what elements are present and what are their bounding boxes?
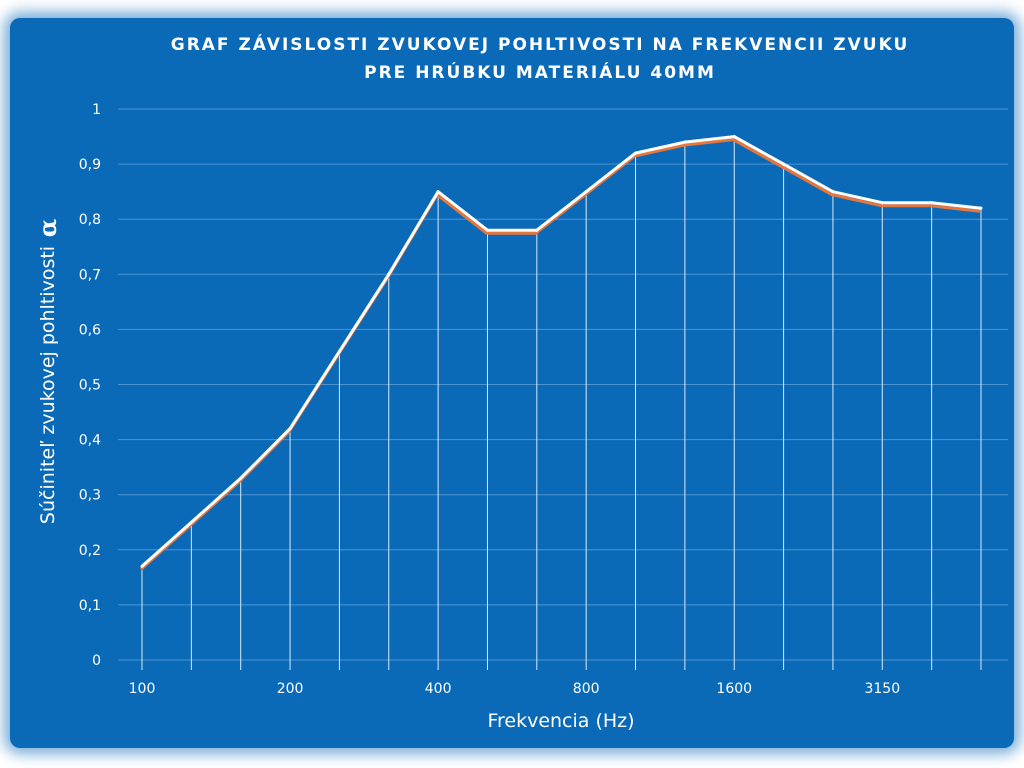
y-axis-title-text: Súčiniteľ zvukovej pohltivosti: [37, 246, 59, 524]
data-point: [288, 427, 292, 431]
data-point: [337, 349, 341, 353]
data-point: [239, 476, 243, 480]
y-tick-label: 0,4: [79, 433, 101, 449]
data-point: [732, 135, 736, 139]
y-tick-label: 1: [92, 102, 101, 118]
y-tick-label: 0,5: [79, 378, 101, 394]
data-point: [140, 564, 144, 568]
y-axis-symbol: α: [33, 219, 62, 237]
x-tick-label: 200: [277, 681, 304, 697]
data-point: [387, 272, 391, 276]
y-axis-ticks: 0 0,1 0,2 0,3 0,4 0,5 0,6 0,7 0,8 0,9 1: [79, 102, 101, 669]
data-point: [880, 201, 884, 205]
series-line-shadow: [140, 138, 981, 571]
series-line: [141, 135, 982, 568]
drop-lines: [141, 136, 982, 670]
data-point: [634, 151, 638, 155]
x-tick-label: 100: [129, 681, 156, 697]
x-tick-label: 400: [425, 681, 452, 697]
alpha-symbol: α: [33, 219, 62, 237]
y-tick-label: 0,1: [79, 598, 101, 614]
data-point: [485, 228, 489, 232]
data-point: [683, 140, 687, 144]
x-tick-label: 1600: [716, 681, 752, 697]
y-tick-label: 0,9: [79, 157, 101, 173]
data-point: [535, 228, 539, 232]
y-tick-label: 0,6: [79, 322, 101, 338]
data-series: [140, 135, 983, 571]
chart-title-line-2: PRE HRÚBKU MATERIÁLU 40MM: [364, 61, 716, 83]
chart-title: GRAF ZÁVISLOSTI ZVUKOVEJ POHLTIVOSTI NA …: [171, 33, 910, 83]
gridlines: [118, 108, 1008, 661]
y-tick-label: 0: [92, 653, 101, 669]
x-tick-label: 3150: [864, 681, 900, 697]
data-point: [584, 190, 588, 194]
data-point: [979, 206, 983, 210]
data-point: [189, 520, 193, 524]
chart-title-line-1: GRAF ZÁVISLOSTI ZVUKOVEJ POHLTIVOSTI NA …: [171, 33, 910, 55]
y-tick-label: 0,8: [79, 212, 101, 228]
data-point: [782, 162, 786, 166]
y-tick-label: 0,3: [79, 488, 101, 504]
data-point: [831, 190, 835, 194]
y-tick-label: 0,2: [79, 543, 101, 559]
y-axis-title: Súčiniteľ zvukovej pohltivosti: [37, 246, 59, 524]
data-point: [930, 201, 934, 205]
x-axis-title: Frekvencia (Hz): [487, 710, 634, 732]
y-tick-label: 0,7: [79, 267, 101, 283]
chart-panel: [10, 18, 1014, 748]
x-axis-ticks: 100 200 400 800 1600 3150: [129, 681, 900, 697]
data-point: [436, 190, 440, 194]
x-tick-label: 800: [573, 681, 600, 697]
